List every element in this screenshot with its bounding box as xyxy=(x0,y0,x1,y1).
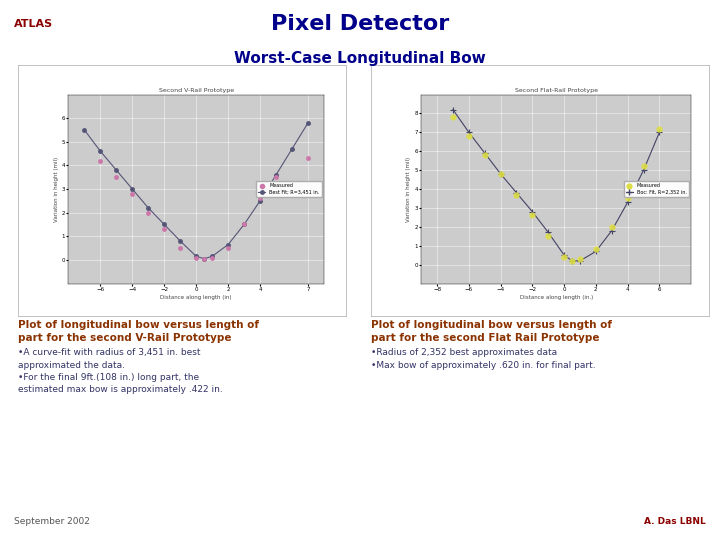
Text: •Max bow of approximately .620 in. for final part.: •Max bow of approximately .620 in. for f… xyxy=(371,361,595,370)
X-axis label: Distance along length (in.): Distance along length (in.) xyxy=(520,295,593,300)
Text: ATLAS: ATLAS xyxy=(14,19,53,29)
Text: part for the second Flat Rail Prototype: part for the second Flat Rail Prototype xyxy=(371,333,599,343)
Legend: Measured, Boc: Fit, R=2,352 in.: Measured, Boc: Fit, R=2,352 in. xyxy=(624,181,689,197)
Text: •A curve-fit with radius of 3,451 in. best: •A curve-fit with radius of 3,451 in. be… xyxy=(18,348,200,357)
Text: approximated the data.: approximated the data. xyxy=(18,361,125,370)
Text: Worst-Case Longitudinal Bow: Worst-Case Longitudinal Bow xyxy=(234,51,486,66)
Y-axis label: Variation in height (mil): Variation in height (mil) xyxy=(54,157,58,221)
Text: September 2002: September 2002 xyxy=(14,517,90,526)
Title: Second Flat-Rail Prototype: Second Flat-Rail Prototype xyxy=(515,87,598,93)
Title: Second V-Rail Prototype: Second V-Rail Prototype xyxy=(158,87,234,93)
Legend: Measured, Best Fit; R=3,451 in.: Measured, Best Fit; R=3,451 in. xyxy=(256,181,322,197)
Text: estimated max bow is approximately .422 in.: estimated max bow is approximately .422 … xyxy=(18,385,222,394)
Text: •Radius of 2,352 best approximates data: •Radius of 2,352 best approximates data xyxy=(371,348,557,357)
Y-axis label: Variation in height (mil): Variation in height (mil) xyxy=(407,157,411,221)
Text: Pixel Detector: Pixel Detector xyxy=(271,14,449,33)
Text: Plot of longitudinal bow versus length of: Plot of longitudinal bow versus length o… xyxy=(18,320,259,330)
Text: part for the second V-Rail Prototype: part for the second V-Rail Prototype xyxy=(18,333,232,343)
Text: Plot of longitudinal bow versus length of: Plot of longitudinal bow versus length o… xyxy=(371,320,612,330)
Text: •For the final 9ft.(108 in.) long part, the: •For the final 9ft.(108 in.) long part, … xyxy=(18,373,199,382)
X-axis label: Distance along length (in): Distance along length (in) xyxy=(161,295,232,300)
Text: A. Das LBNL: A. Das LBNL xyxy=(644,517,706,526)
